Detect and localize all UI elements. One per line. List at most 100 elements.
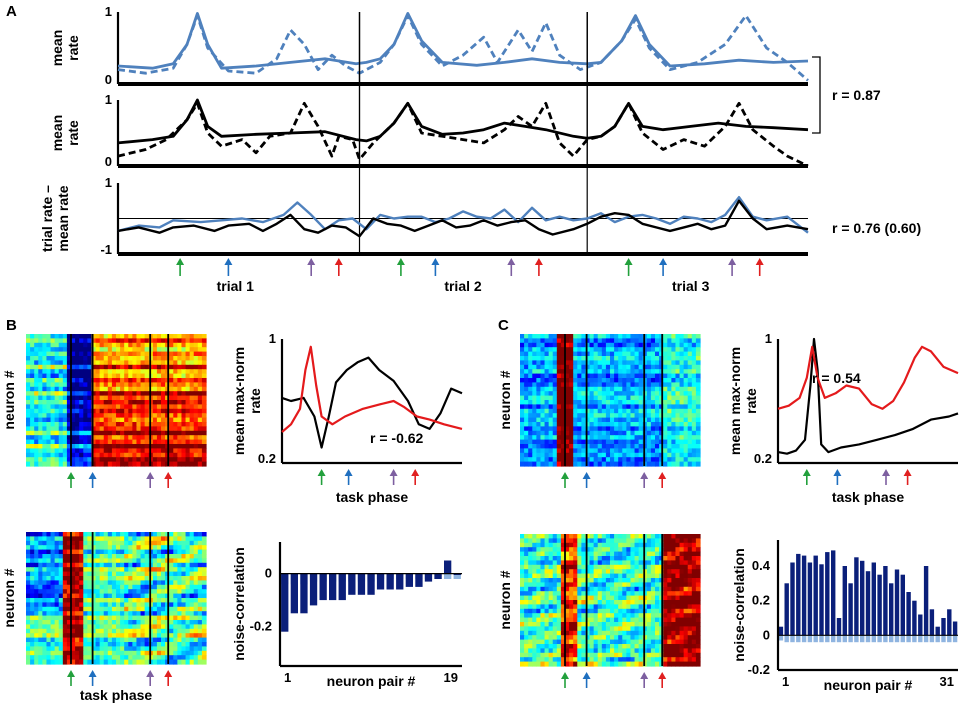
heatmap-cell [181,637,187,643]
heatmap-cell [75,395,80,401]
heatmap-cell [116,611,121,617]
heatmap-cell [655,373,660,379]
heatmap-cell [687,448,693,454]
heatmap-cell [54,554,60,559]
heatmap-cell [556,604,562,610]
heatmap-cell [79,602,84,608]
heatmap-cell [185,650,191,656]
heatmap-cell [622,578,627,583]
heatmap-cell [197,549,203,555]
heatmap-cell [618,426,623,432]
heatmap-cell [42,356,48,361]
heatmap-cell [161,369,166,375]
heatmap-cell [605,382,611,388]
heatmap-cell [201,584,207,590]
heatmap-cell [675,382,681,388]
heatmap-cell [107,532,113,537]
heatmap-cell [593,452,599,458]
heatmap-cell [30,408,35,414]
heatmap-cell [161,545,166,551]
heatmap-cell [597,356,603,361]
heatmap-cell [177,356,183,361]
heatmap-cell [581,444,587,449]
heatmap-cell [124,554,129,559]
heatmap-cell [683,391,689,397]
heatmap-cell [152,532,158,537]
heatmap-cell [152,386,158,392]
heatmap-cell [103,659,109,665]
heatmap-cell [103,422,109,427]
heatmap-cell [103,356,109,361]
heatmap-cell [185,452,191,458]
heatmap-cell [626,604,632,610]
heatmap-cell [156,624,162,630]
heatmap-cell [560,582,566,588]
heatmap-cell [638,417,644,423]
heatmap-cell [626,595,632,601]
heatmap-cell [197,646,203,652]
heatmap-cell [528,452,533,458]
heatmap-cell [556,426,562,432]
heatmap-cell [38,373,43,379]
heatmap-cell [201,598,207,603]
heatmap-cell [99,602,105,608]
heatmap-cell [201,369,207,375]
heatmap-cell [695,378,701,383]
heatmap-cell [38,650,43,656]
heatmap-cell [107,444,113,449]
heatmap-cell [75,549,80,555]
heatmap-cell [663,356,668,361]
heatmap-cell [565,413,570,419]
heatmap-cell [177,545,183,551]
heatmap-cell [120,408,125,414]
heatmap-cell [30,532,35,537]
heatmap-cell [667,613,672,619]
heatmap-cell [577,351,582,357]
heatmap-cell [116,457,121,463]
heatmap-cell [111,338,117,344]
heatmap-cell [683,382,689,388]
heatmap-cell [569,444,574,449]
heatmap-cell [87,580,93,586]
heatmap-cell [26,452,31,458]
heatmap-cell [552,378,558,383]
heatmap-cell [161,448,166,454]
heatmap-cell [136,395,142,401]
heatmap-cell [66,567,72,573]
heatmap-cell [95,342,101,348]
heatmap-cell [675,595,681,601]
heatmap-cell [675,391,681,397]
heatmap-cell [630,534,636,539]
heatmap-cell [132,413,138,419]
heatmap-cell [30,571,35,577]
heatmap-cell [128,404,133,410]
heatmap-cell [91,540,97,546]
heatmap-cell [132,637,138,643]
heatmap-cell [128,351,133,357]
heatmap-cell [520,586,525,592]
heatmap-cell [610,334,615,339]
heatmap-cell [565,395,570,401]
heatmap-cell [83,624,88,630]
heatmap-cell [177,391,183,397]
heatmap-cell [66,628,72,634]
heatmap-cell [540,560,546,566]
heatmap-cell [128,347,133,353]
heatmap-cell [156,628,162,634]
heatmap-cell [144,576,150,581]
heatmap-cell [42,540,48,546]
heatmap-cell [111,435,117,441]
heatmap-cell [691,395,697,401]
heatmap-cell [695,569,701,575]
heatmap-cell [62,646,68,652]
heatmap-cell [532,457,537,463]
heatmap-cell [585,334,591,339]
heatmap-cell [691,404,697,410]
heatmap-cell [156,540,162,546]
heatmap-cell [695,395,701,401]
heatmap-cell [626,404,632,410]
heatmap-cell [58,400,64,405]
heatmap-cell [679,538,685,544]
heatmap-cell [185,413,191,419]
heatmap-cell [544,556,550,561]
